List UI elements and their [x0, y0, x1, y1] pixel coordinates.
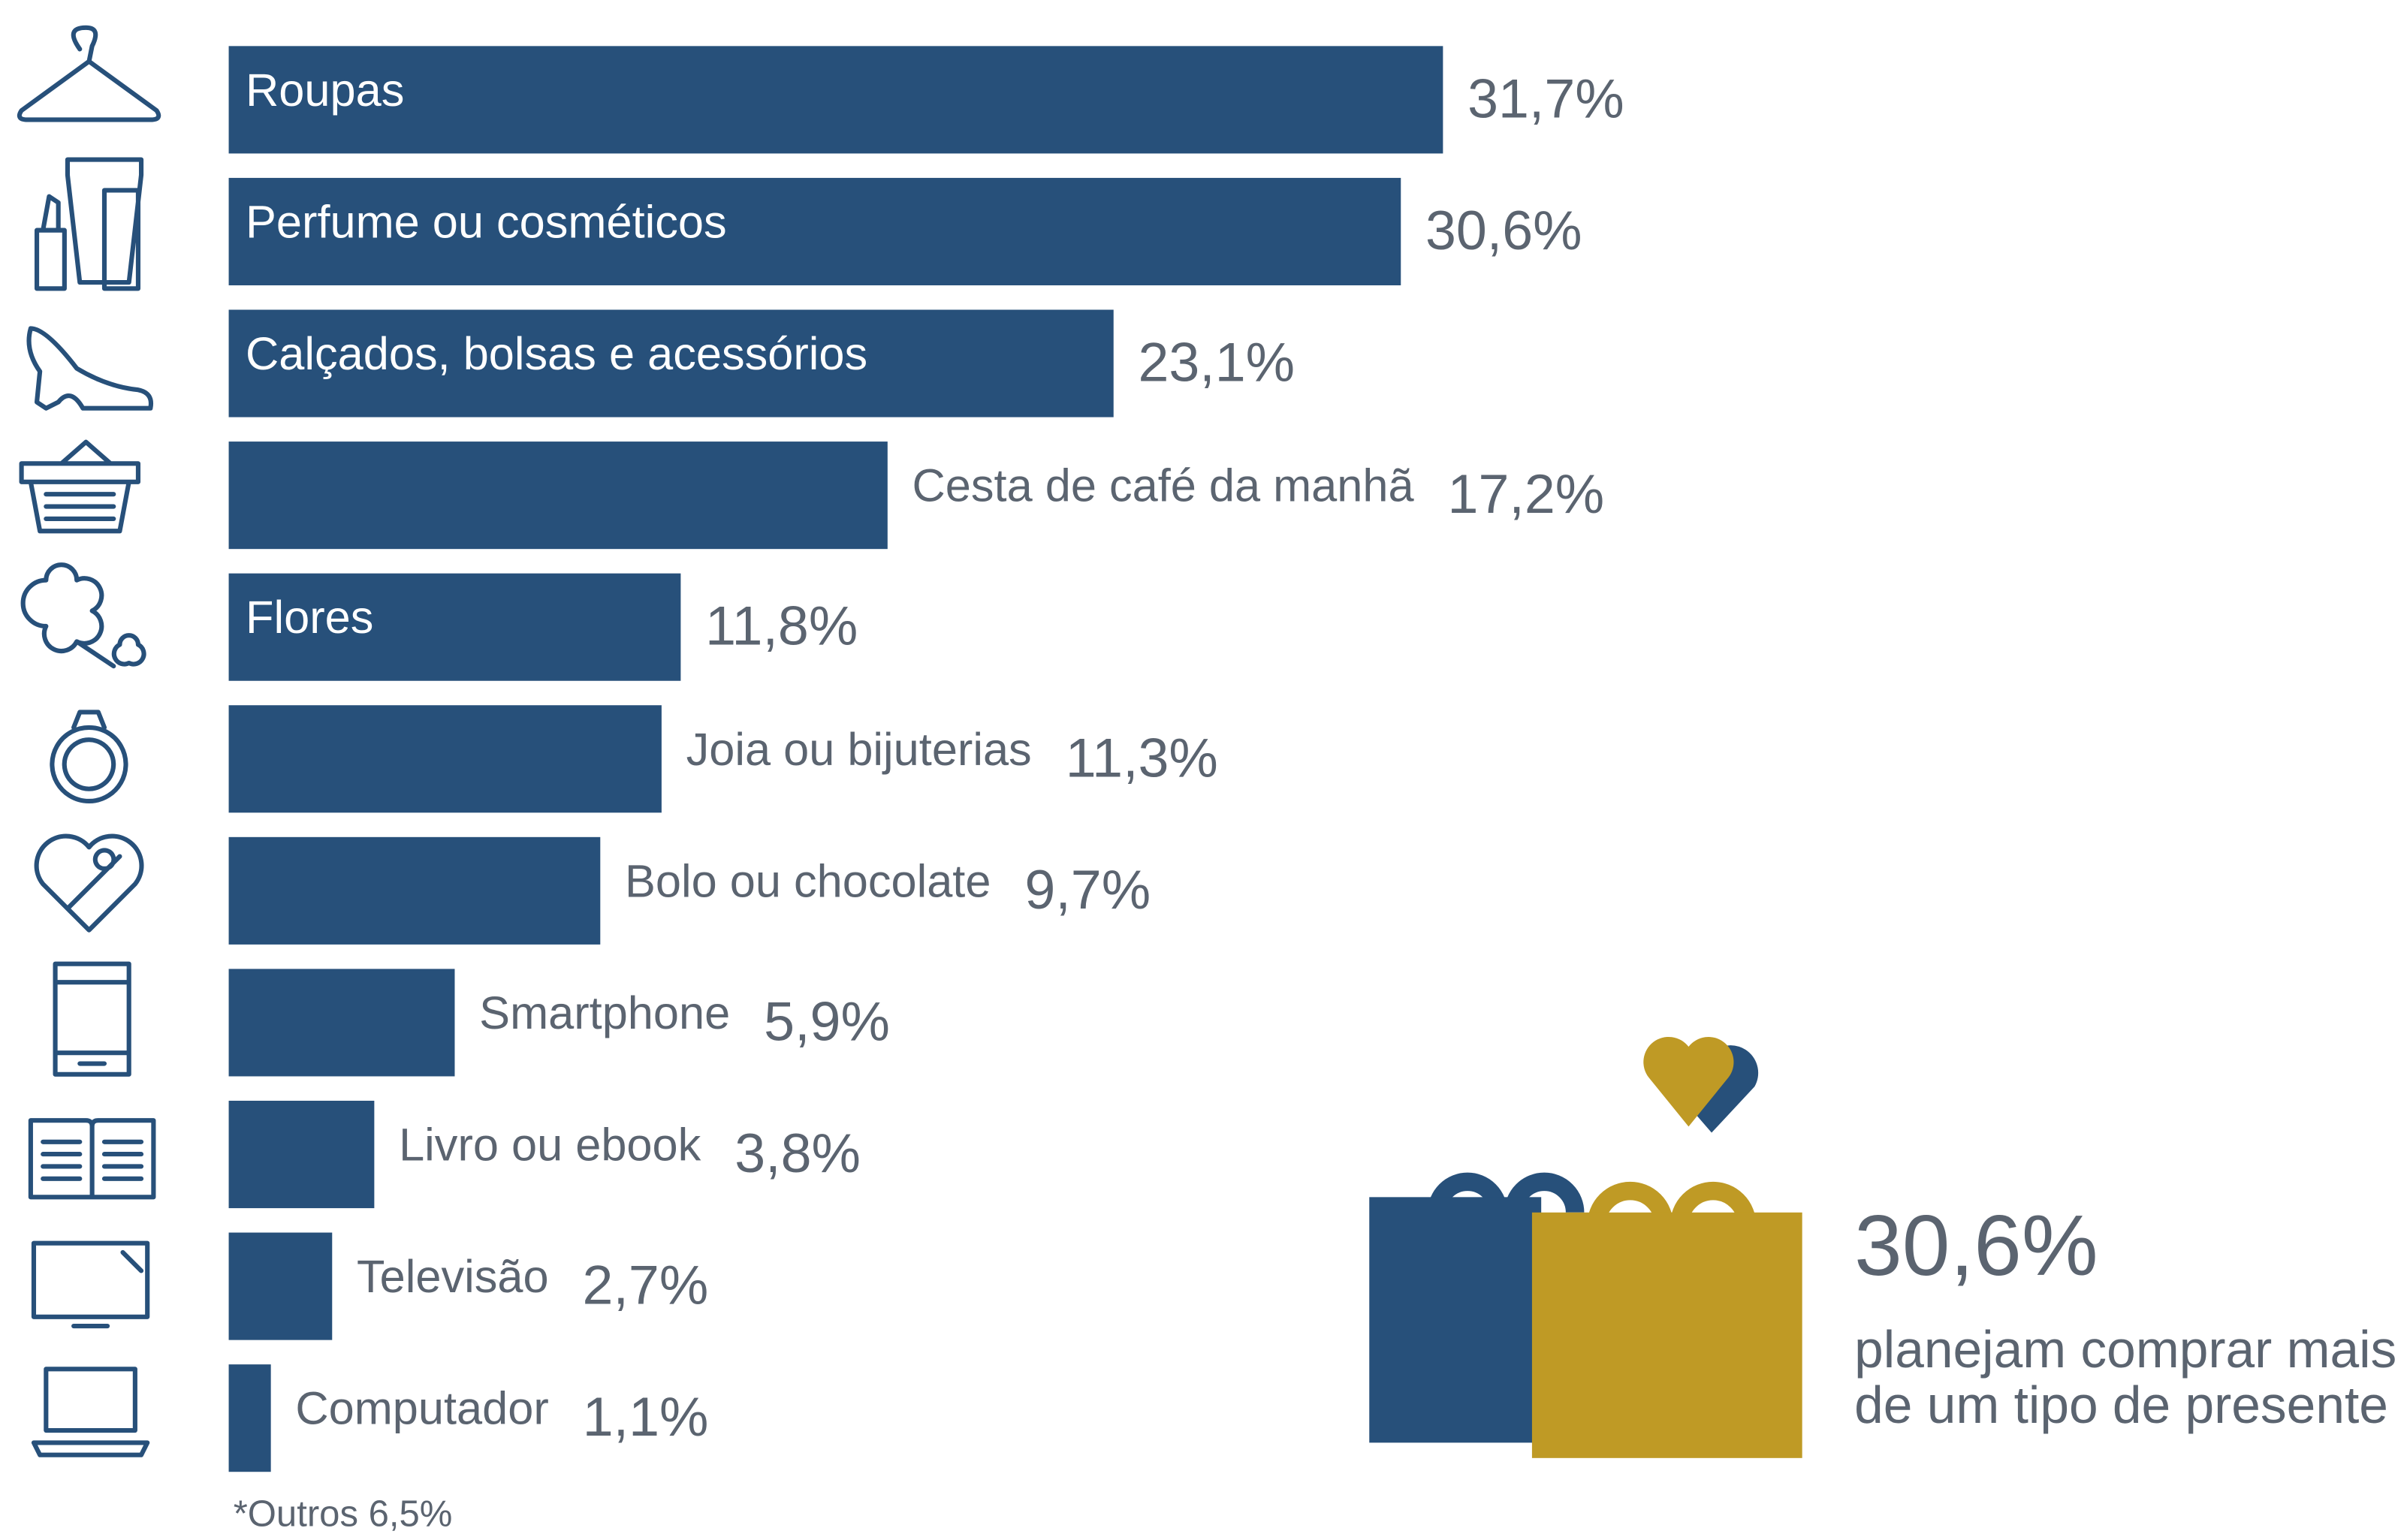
- value-label: 31,7%: [1467, 67, 1624, 129]
- category-label: Computador: [295, 1382, 548, 1434]
- value-label: 11,3%: [1066, 726, 1218, 788]
- category-label: Livro ou ebook: [399, 1119, 701, 1171]
- category-label: Calçados, bolsas e acessórios: [246, 327, 867, 379]
- callout-line: de um tipo de presente: [1854, 1376, 2388, 1434]
- gift-bags: 30,6% planejam comprar mais de um tipo d…: [1369, 1036, 2396, 1458]
- callout-headline: 30,6%: [1854, 1198, 2098, 1294]
- value-label: 30,6%: [1425, 199, 1582, 261]
- value-label: 5,9%: [764, 990, 890, 1052]
- heart-gold: [1643, 1036, 1734, 1127]
- bar: [228, 836, 601, 945]
- bar: [228, 442, 888, 550]
- category-label: Bolo ou chocolate: [625, 854, 991, 906]
- hanger-icon: [17, 25, 161, 122]
- smartphone-icon: [53, 961, 131, 1077]
- cosmetics-icon: [34, 157, 144, 291]
- laptop-icon: [31, 1367, 150, 1457]
- category-label: Televisão: [357, 1250, 549, 1302]
- basket-icon: [19, 439, 141, 534]
- value-label: 1,1%: [583, 1385, 709, 1448]
- value-label: 11,8%: [705, 595, 858, 657]
- bar: [228, 177, 1401, 286]
- bag-gold: [1531, 1212, 1802, 1458]
- bar: [228, 969, 455, 1077]
- icons: [17, 25, 161, 1457]
- book-icon: [28, 1118, 156, 1200]
- value-label: 17,2%: [1448, 463, 1605, 525]
- category-label: Flores: [246, 591, 373, 643]
- value-label: 3,8%: [734, 1122, 861, 1184]
- bar: [228, 1100, 375, 1209]
- category-label: Perfume ou cosméticos: [246, 195, 727, 247]
- bar: [228, 309, 1114, 417]
- bar: [228, 1232, 333, 1340]
- ring-icon: [50, 710, 128, 803]
- value-label: 2,7%: [583, 1254, 709, 1316]
- value-label: 23,1%: [1138, 331, 1295, 393]
- bag-gold-handle: [1587, 1181, 1757, 1225]
- value-label: 9,7%: [1024, 858, 1151, 921]
- category-label: Roupas: [246, 64, 404, 116]
- bar: [228, 1364, 271, 1472]
- bar: [228, 705, 662, 813]
- category-label: Smartphone: [479, 987, 730, 1038]
- bag-blue: [1369, 1197, 1542, 1443]
- category-label: Joia ou bijuterias: [686, 723, 1032, 775]
- heart-box-icon: [34, 833, 144, 933]
- callout-line: planejam comprar mais: [1854, 1320, 2396, 1379]
- tv-icon: [31, 1240, 150, 1329]
- bar: [228, 46, 1443, 154]
- footnote: *Outros 6,5%: [234, 1493, 453, 1534]
- shoe-icon: [26, 326, 154, 411]
- bar: [228, 573, 681, 681]
- category-label: Cesta de café da manhã: [912, 460, 1415, 511]
- flowers-icon: [20, 562, 146, 669]
